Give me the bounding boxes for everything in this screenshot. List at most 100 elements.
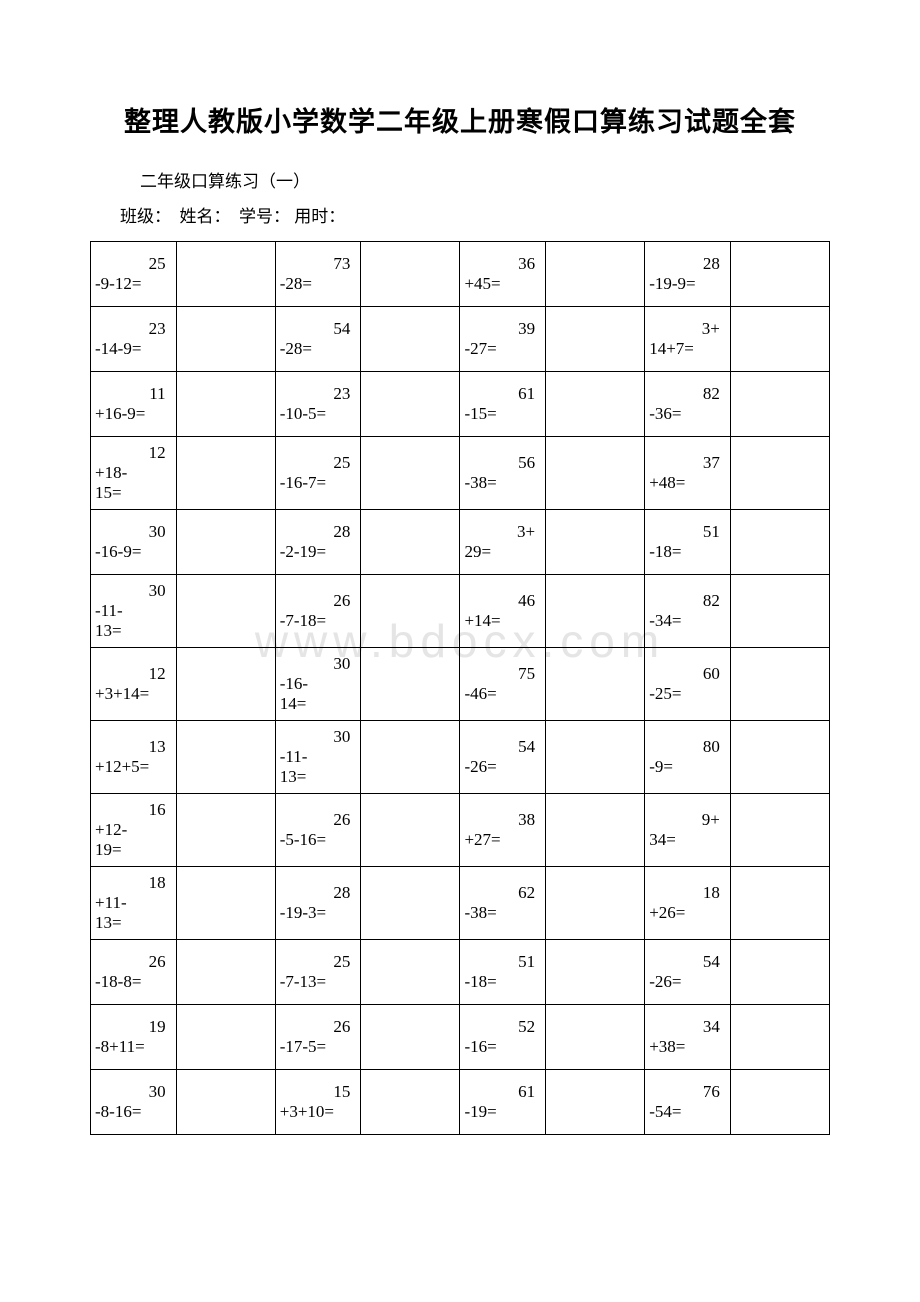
answer-cell[interactable] [361,372,460,437]
question-number: 80 [649,737,726,757]
answer-cell[interactable] [176,437,275,510]
question-number: 18 [649,883,726,903]
question-expression: -19= [464,1102,541,1122]
answer-cell[interactable] [730,1070,829,1135]
question-cell: 82-34= [645,575,731,648]
question-number: 12 [95,443,172,463]
answer-cell[interactable] [546,372,645,437]
answer-cell[interactable] [730,867,829,940]
question-expression: -7-13= [280,972,357,992]
answer-cell[interactable] [546,510,645,575]
question-number: 12 [95,664,172,684]
question-cell: 61-15= [460,372,546,437]
question-expression: 34= [649,830,726,850]
answer-cell[interactable] [361,437,460,510]
answer-cell[interactable] [361,510,460,575]
answer-cell[interactable] [361,1070,460,1135]
question-expression: -14-9= [95,339,172,359]
answer-cell[interactable] [361,794,460,867]
answer-cell[interactable] [361,242,460,307]
answer-cell[interactable] [730,648,829,721]
question-cell: 37+48= [645,437,731,510]
question-number: 25 [280,952,357,972]
question-expression: +14= [464,611,541,631]
question-number: 25 [280,453,357,473]
answer-cell[interactable] [361,1005,460,1070]
question-cell: 23-10-5= [275,372,361,437]
answer-cell[interactable] [730,721,829,794]
answer-cell[interactable] [176,575,275,648]
question-number: 54 [649,952,726,972]
answer-cell[interactable] [176,648,275,721]
answer-cell[interactable] [730,510,829,575]
answer-cell[interactable] [546,242,645,307]
answer-cell[interactable] [546,867,645,940]
answer-cell[interactable] [176,1070,275,1135]
answer-cell[interactable] [546,648,645,721]
answer-cell[interactable] [361,307,460,372]
question-number: 30 [95,1082,172,1102]
answer-cell[interactable] [730,437,829,510]
question-cell: 3+29= [460,510,546,575]
question-number: 26 [280,810,357,830]
answer-cell[interactable] [546,575,645,648]
answer-cell[interactable] [176,307,275,372]
question-cell: 9+34= [645,794,731,867]
answer-cell[interactable] [546,794,645,867]
question-number: 26 [280,1017,357,1037]
question-cell: 30-8-16= [91,1070,177,1135]
answer-cell[interactable] [176,1005,275,1070]
question-cell: 12+18-15= [91,437,177,510]
answer-cell[interactable] [361,940,460,1005]
answer-cell[interactable] [361,721,460,794]
table-row: 23-14-9=54-28=39-27=3+14+7= [91,307,830,372]
question-expression: 14+7= [649,339,726,359]
question-expression: -16-9= [95,542,172,562]
answer-cell[interactable] [361,648,460,721]
answer-cell[interactable] [176,794,275,867]
question-number: 56 [464,453,541,473]
answer-cell[interactable] [176,867,275,940]
question-cell: 46+14= [460,575,546,648]
answer-cell[interactable] [546,1005,645,1070]
answer-cell[interactable] [546,940,645,1005]
question-cell: 52-16= [460,1005,546,1070]
question-expression: -8+11= [95,1037,172,1057]
question-number: 13 [95,737,172,757]
question-number: 54 [464,737,541,757]
answer-cell[interactable] [546,307,645,372]
answer-cell[interactable] [546,1070,645,1135]
answer-cell[interactable] [730,940,829,1005]
answer-cell[interactable] [361,867,460,940]
question-expression: -16= [464,1037,541,1057]
answer-cell[interactable] [361,575,460,648]
question-expression: +12+5= [95,757,172,777]
table-row: 30-8-16=15+3+10=61-19=76-54= [91,1070,830,1135]
question-expression: -7-18= [280,611,357,631]
question-cell: 80-9= [645,721,731,794]
answer-cell[interactable] [176,372,275,437]
answer-cell[interactable] [730,242,829,307]
question-number: 62 [464,883,541,903]
question-cell: 28-2-19= [275,510,361,575]
answer-cell[interactable] [730,1005,829,1070]
answer-cell[interactable] [176,242,275,307]
question-cell: 26-18-8= [91,940,177,1005]
answer-cell[interactable] [730,307,829,372]
question-number: 52 [464,1017,541,1037]
answer-cell[interactable] [730,794,829,867]
answer-cell[interactable] [176,940,275,1005]
question-expression: -11-13= [95,601,172,641]
answer-cell[interactable] [176,510,275,575]
answer-cell[interactable] [730,372,829,437]
question-expression: -9= [649,757,726,777]
question-cell: 73-28= [275,242,361,307]
answer-cell[interactable] [730,575,829,648]
table-row: 12+3+14=30-16-14=75-46=60-25= [91,648,830,721]
answer-cell[interactable] [546,721,645,794]
question-number: 60 [649,664,726,684]
table-row: 26-18-8=25-7-13=51-18=54-26= [91,940,830,1005]
answer-cell[interactable] [546,437,645,510]
answer-cell[interactable] [176,721,275,794]
question-expression: -10-5= [280,404,357,424]
